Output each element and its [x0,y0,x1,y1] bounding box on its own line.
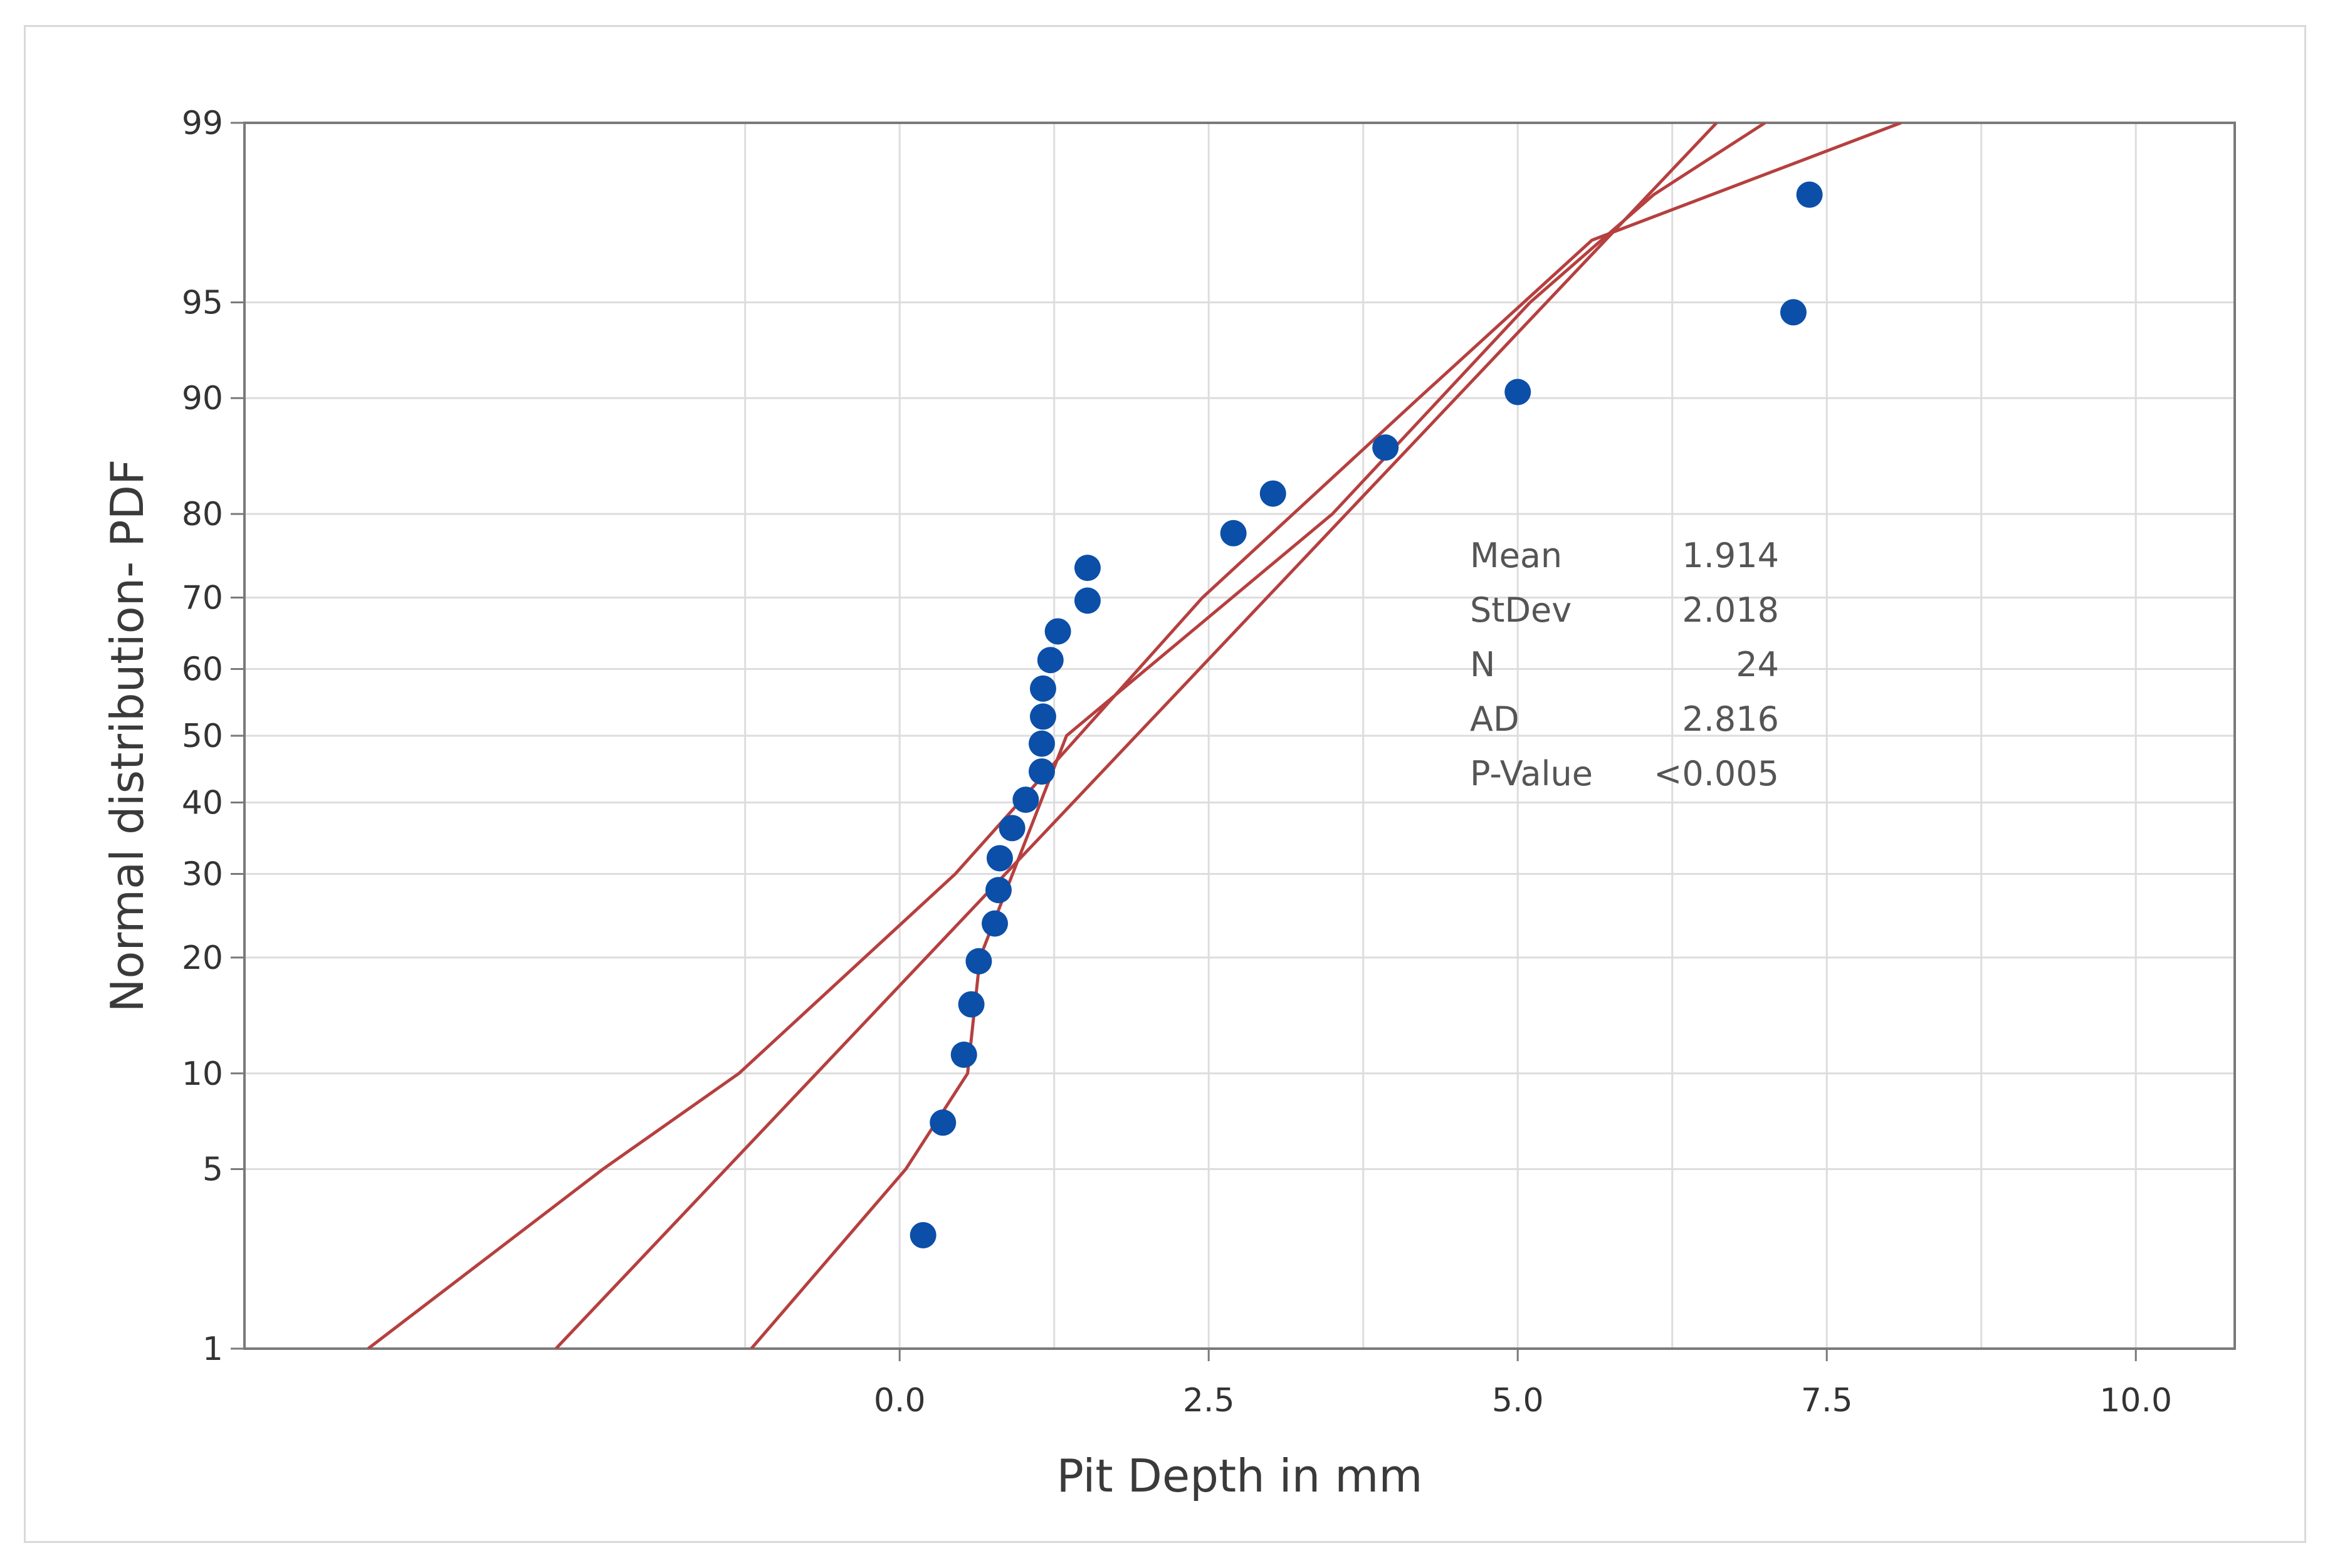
data-point [985,877,1012,904]
y-tick-label: 60 [182,651,223,688]
stat-value: 1.914 [1682,536,1779,575]
y-axis-title: Normal distribution- PDF [101,459,154,1013]
data-point [1780,299,1807,326]
data-points [910,181,1823,1248]
data-point [1029,703,1056,730]
x-axis-title: Pit Depth in mm [1057,1450,1423,1502]
data-point [965,948,992,975]
data-point [1029,675,1056,702]
y-tick-label: 20 [182,939,223,977]
stat-value: <0.005 [1654,754,1779,793]
data-point [958,991,985,1018]
fit-and-confidence-lines [367,123,1902,1349]
stat-value: 2.018 [1682,590,1779,630]
stat-value: 24 [1736,645,1779,684]
data-point [1372,434,1399,461]
stat-label: Mean [1470,536,1562,575]
data-point [910,1221,937,1248]
fit-line [554,123,1718,1349]
lower-confidence-band [367,123,1902,1349]
data-point [930,1109,957,1136]
y-tick-label: 95 [182,285,223,322]
chart-frame [24,25,2306,1543]
y-tick-label: 30 [182,855,223,893]
y-tick-label: 70 [182,580,223,617]
data-point [1074,555,1101,582]
x-tick-label: 0.0 [874,1382,926,1419]
stats-box: Mean 1.914 StDev 2.018 N 24 AD 2.816 P-Value <0.0… [1470,536,1779,793]
data-point [1796,181,1823,208]
data-point [1028,730,1055,757]
stat-value: 2.816 [1682,699,1779,739]
data-point [1037,647,1064,674]
x-tick-label: 5.0 [1492,1382,1544,1419]
data-point [1504,379,1531,405]
stat-label: StDev [1470,590,1572,630]
y-tick-label: 10 [182,1055,223,1093]
upper-confidence-band [750,123,1766,1349]
stat-label: N [1470,645,1495,684]
y-tick-label: 80 [182,496,223,533]
y-tick-label: 5 [202,1151,223,1188]
data-point [1220,520,1247,546]
stat-label: AD [1470,699,1519,739]
data-point [1259,480,1286,507]
x-tick-label: 10.0 [2099,1382,2172,1419]
y-tick-label: 99 [182,105,223,142]
y-tick-label: 90 [182,380,223,417]
stat-label: P-Value [1470,754,1593,793]
gridlines [244,122,2235,1350]
y-tick-label: 40 [182,785,223,822]
data-point [950,1041,977,1068]
y-tick-label: 50 [182,718,223,755]
x-axis-ticks: 0.0 2.5 5.0 7.5 10.0 [874,1349,2172,1419]
data-point [1044,618,1071,645]
data-point [1012,787,1039,813]
x-tick-label: 2.5 [1183,1382,1235,1419]
data-point [986,845,1013,872]
y-axis-ticks: 1 5 10 20 30 40 50 60 70 80 90 95 99 [182,105,244,1368]
data-point [1028,758,1055,785]
data-point [1074,587,1101,614]
data-point [999,815,1026,842]
y-tick-label: 1 [202,1330,223,1368]
x-tick-label: 7.5 [1801,1382,1853,1419]
data-point [982,910,1009,937]
